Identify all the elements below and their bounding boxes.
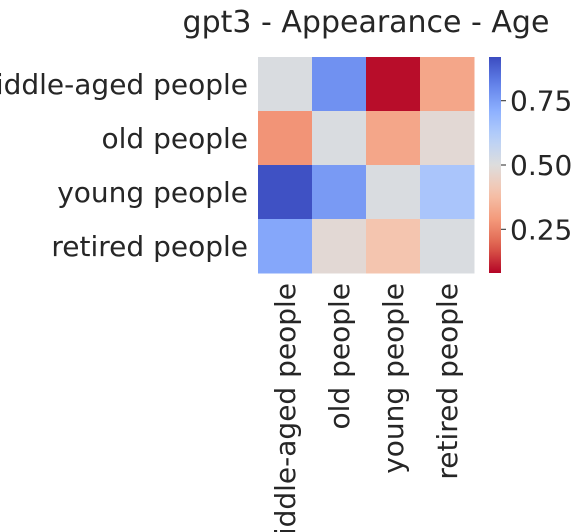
chart-title: gpt3 - Appearance - Age <box>183 5 550 40</box>
heatmap-cell-r2-c1 <box>312 165 367 220</box>
row-label: young people <box>57 176 248 209</box>
column-label: old people <box>323 283 356 430</box>
heatmap-cell-r2-c3 <box>420 165 475 220</box>
heatmap-cell-r3-c1 <box>312 219 367 274</box>
heatmap-cell-r3-c0 <box>258 219 313 274</box>
colorbar-tick-label: 0.50 <box>510 149 572 182</box>
heatmap-cell-r1-c1 <box>312 111 367 166</box>
row-labels: middle-aged people old people young people… <box>0 68 248 263</box>
heatmap-cell-r0-c2 <box>366 57 421 112</box>
heatmap-cell-r1-c0 <box>258 111 313 166</box>
row-label: old people <box>102 122 249 155</box>
heatmap-cell-r3-c3 <box>420 219 475 274</box>
heatmap-cell-r0-c3 <box>420 57 475 112</box>
colorbar-ticks: 0.25 0.50 0.75 <box>501 85 572 246</box>
heatmap-cell-r1-c2 <box>366 111 421 166</box>
heatmap-cell-r0-c1 <box>312 57 367 112</box>
colorbar-tick-label: 0.25 <box>510 213 572 246</box>
heatmap-cell-r1-c3 <box>420 111 475 166</box>
heatmap-cell-r3-c2 <box>366 219 421 274</box>
colorbar-tick-label: 0.75 <box>510 85 572 118</box>
heatmap-cell-r2-c0 <box>258 165 313 220</box>
column-label: young people <box>377 283 410 474</box>
column-labels: middle-aged people old people young people… <box>269 283 464 532</box>
row-label: retired people <box>51 230 248 263</box>
column-label: retired people <box>431 283 464 480</box>
column-label: middle-aged people <box>269 283 302 532</box>
heatmap-cell-r2-c2 <box>366 165 421 220</box>
colorbar <box>489 57 501 273</box>
row-label: middle-aged people <box>0 68 248 101</box>
heatmap-cells <box>258 57 475 274</box>
heatmap-cell-r0-c0 <box>258 57 313 112</box>
